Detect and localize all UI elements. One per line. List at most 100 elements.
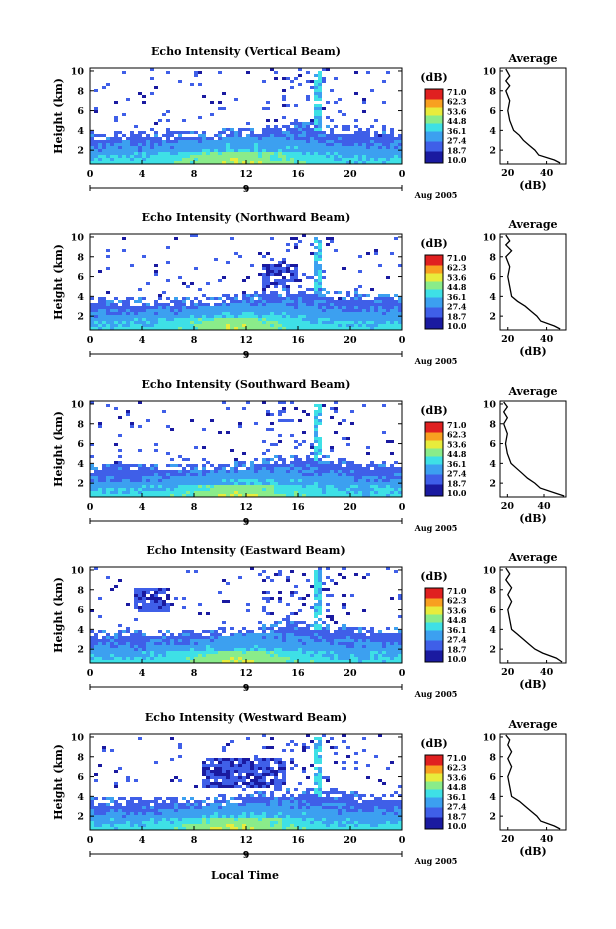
colorbar-swatch: [425, 277, 443, 280]
heatmap-cell: [182, 146, 186, 149]
heatmap-cell: [354, 633, 358, 636]
heatmap-cell: [218, 651, 222, 654]
heatmap-cell: [286, 321, 290, 324]
heatmap-cell: [354, 155, 358, 158]
heatmap-cell: [154, 491, 158, 494]
heatmap-cell: [142, 657, 146, 660]
heatmap-cell: [294, 152, 298, 155]
heatmap-cell: [238, 482, 242, 485]
heatmap-cell: [378, 485, 382, 488]
heatmap-cell: [346, 134, 350, 137]
heatmap-cell: [138, 318, 142, 321]
heatmap-cell: [162, 603, 166, 606]
heatmap-cell: [218, 134, 222, 137]
heatmap-cell: [226, 782, 230, 785]
colorbar-swatch: [425, 488, 443, 491]
heatmap-cell: [130, 312, 134, 315]
heatmap-cell: [314, 630, 318, 633]
colorbar-swatch: [425, 622, 443, 625]
heatmap-cell: [250, 491, 254, 494]
heatmap-cell: [114, 464, 118, 467]
heatmap-cell: [294, 155, 298, 158]
heatmap-cell: [130, 306, 134, 309]
heatmap-cell: [106, 161, 110, 164]
heatmap-cell: [246, 491, 250, 494]
heatmap-cell: [314, 416, 318, 419]
heatmap-cell: [270, 291, 274, 294]
heatmap-cell: [158, 651, 162, 654]
heatmap-cell: [186, 803, 190, 806]
heatmap-cell: [250, 134, 254, 137]
heatmap-cell: [150, 606, 154, 609]
heatmap-cell: [326, 642, 330, 645]
heatmap-cell: [98, 639, 102, 642]
heatmap-cell: [350, 476, 354, 479]
heatmap-cell: [98, 491, 102, 494]
heatmap-cell: [238, 461, 242, 464]
heatmap-cell: [358, 315, 362, 318]
heatmap-cell: [178, 648, 182, 651]
heatmap-cell: [282, 419, 286, 422]
heatmap-cell: [254, 300, 258, 303]
heatmap-cell: [334, 155, 338, 158]
heatmap-cell: [314, 591, 318, 594]
heatmap-cell: [306, 146, 310, 149]
heatmap-cell: [366, 134, 370, 137]
heatmap-cell: [190, 639, 194, 642]
heatmap-cell: [142, 636, 146, 639]
heatmap-cell: [142, 467, 146, 470]
heatmap-cell: [394, 488, 398, 491]
heatmap-cell: [222, 158, 226, 161]
heatmap-cell: [94, 482, 98, 485]
heatmap-cell: [382, 131, 386, 134]
heatmap-cell: [238, 645, 242, 648]
heatmap-cell: [282, 306, 286, 309]
heatmap-cell: [250, 645, 254, 648]
heatmap-cell: [362, 327, 366, 330]
heatmap-cell: [110, 303, 114, 306]
heatmap-cell: [246, 609, 250, 612]
heatmap-cell: [110, 639, 114, 642]
heatmap-cell: [230, 155, 234, 158]
heatmap-cell: [386, 140, 390, 143]
heatmap-cell: [238, 255, 242, 258]
heatmap-cell: [230, 740, 234, 743]
heatmap-cell: [170, 321, 174, 324]
heatmap-cell: [230, 648, 234, 651]
heatmap-cell: [114, 488, 118, 491]
heatmap-cell: [330, 297, 334, 300]
heatmap-cell: [222, 809, 226, 812]
heatmap-cell: [306, 315, 310, 318]
heatmap-cell: [218, 764, 222, 767]
heatmap-cell: [142, 464, 146, 467]
heatmap-cell: [318, 128, 322, 131]
heatmap-cell: [138, 479, 142, 482]
heatmap-cell: [94, 494, 98, 497]
heatmap-cell: [246, 312, 250, 315]
heatmap-cell: [182, 149, 186, 152]
heatmap-cell: [386, 315, 390, 318]
heatmap-cell: [362, 467, 366, 470]
heatmap-cell: [154, 273, 158, 276]
heatmap-cell: [274, 146, 278, 149]
heatmap-cell: [362, 479, 366, 482]
heatmap-cell: [214, 146, 218, 149]
heatmap-cell: [278, 642, 282, 645]
heatmap-cell: [306, 288, 310, 291]
heatmap-cell: [226, 315, 230, 318]
heatmap-cell: [374, 657, 378, 660]
heatmap-cell: [194, 488, 198, 491]
heatmap-cell: [346, 443, 350, 446]
heatmap-cell: [294, 476, 298, 479]
heatmap-cell: [158, 294, 162, 297]
profile-y-tick-label: 10: [483, 66, 497, 77]
heatmap-cell: [342, 624, 346, 627]
heatmap-cell: [242, 279, 246, 282]
heatmap-cell: [370, 470, 374, 473]
heatmap-cell: [242, 470, 246, 473]
heatmap-cell: [378, 476, 382, 479]
heatmap-cell: [310, 327, 314, 330]
colorbar-frame: [424, 88, 444, 164]
heatmap-cell: [262, 458, 266, 461]
heatmap-cell: [122, 312, 126, 315]
